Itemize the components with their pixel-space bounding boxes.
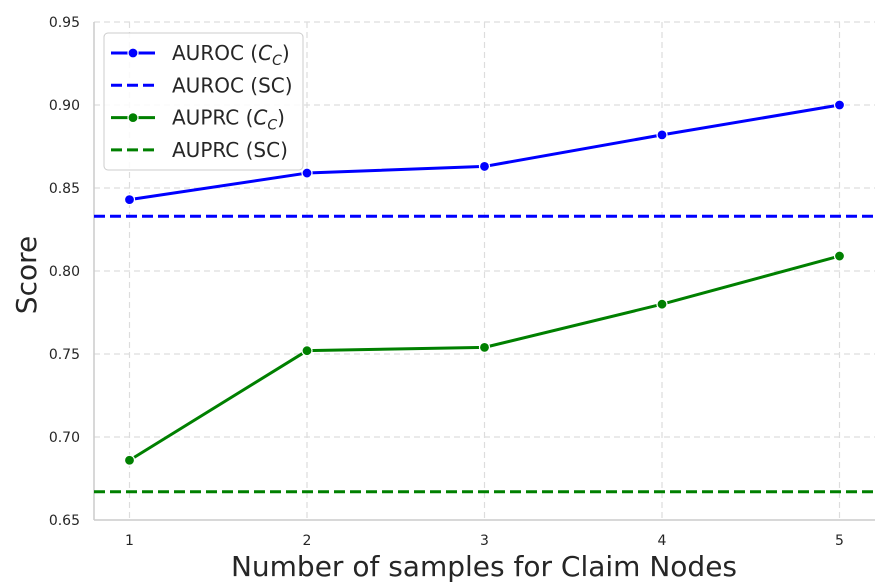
- legend-label: AUROC (SC): [172, 73, 293, 97]
- y-tick-label: 0.80: [49, 264, 80, 280]
- data-point: [478, 160, 491, 173]
- axes: [93, 22, 875, 521]
- x-tick-label: 1: [125, 533, 134, 549]
- legend-marker: [127, 111, 139, 124]
- legend-label: AUPRC (CC): [172, 106, 285, 134]
- data-point: [301, 345, 313, 357]
- y-tick-label: 0.85: [49, 181, 80, 197]
- series-1: [123, 99, 846, 206]
- data-point: [301, 167, 313, 179]
- data-point: [656, 129, 668, 141]
- x-tick-label: 4: [658, 533, 667, 549]
- data-point: [833, 250, 846, 262]
- y-tick-label: 0.75: [49, 347, 80, 363]
- series-layer: [94, 99, 875, 494]
- y-tick-label: 0.95: [49, 15, 80, 31]
- data-point: [833, 99, 846, 111]
- x-tick-label: 3: [480, 533, 489, 549]
- data-point: [478, 341, 491, 353]
- y-tick-label: 0.90: [49, 98, 80, 114]
- legend: AUROC (CC) AUROC (SC) AUPRC (CC) AUPRC (SC): [103, 32, 304, 171]
- y-tick-label: 0.70: [49, 430, 80, 446]
- y-axis-title: Score: [10, 236, 43, 314]
- legend-label: AUPRC (SC): [172, 138, 288, 162]
- x-tick-label: 5: [835, 533, 844, 549]
- data-point: [123, 454, 136, 466]
- x-tick-labels: 1 2 3 4 5: [125, 533, 844, 549]
- legend-marker: [127, 47, 139, 59]
- y-tick-label: 0.65: [49, 513, 80, 529]
- y-tick-labels: 0.65 0.70 0.75 0.80 0.85 0.90 0.95: [49, 15, 80, 529]
- x-axis-title: Number of samples for Claim Nodes: [231, 550, 737, 583]
- legend-box: [103, 32, 304, 171]
- data-point: [656, 298, 668, 310]
- x-tick-label: 2: [303, 533, 312, 549]
- series-3: [123, 250, 846, 466]
- data-point: [123, 194, 136, 206]
- legend-label: AUROC (CC): [172, 41, 290, 69]
